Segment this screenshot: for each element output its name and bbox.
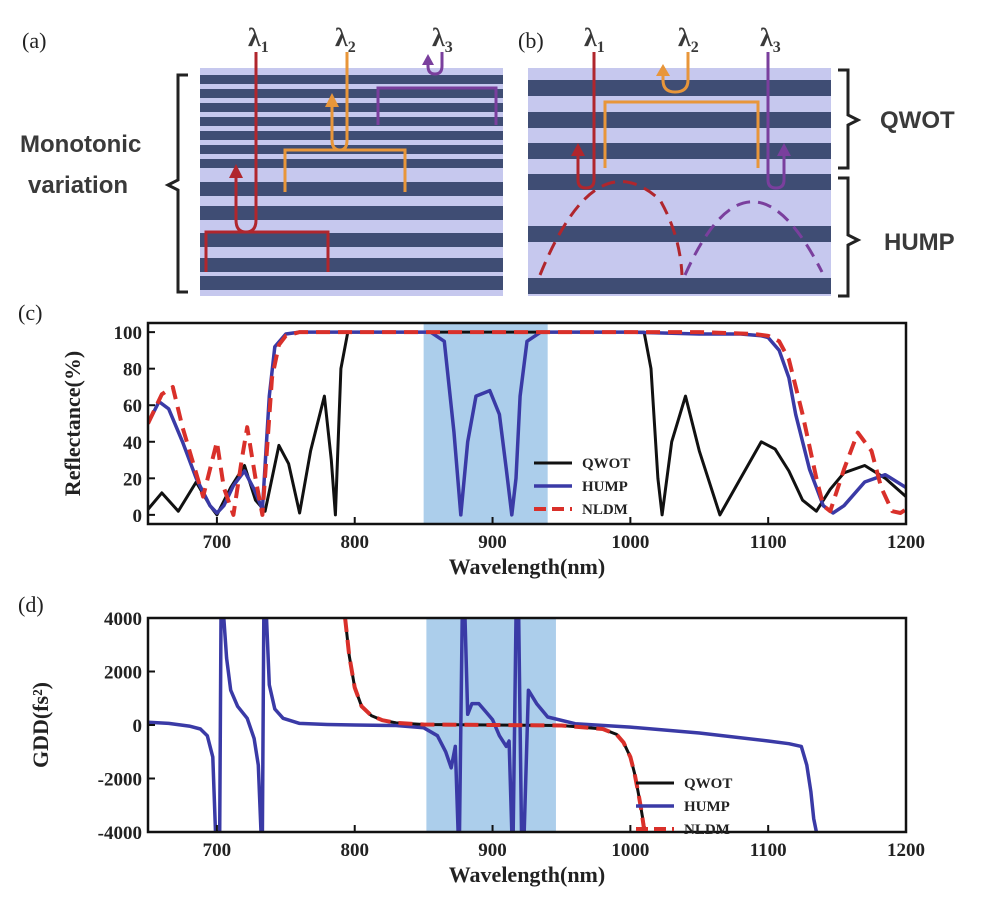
x-axis-title: Wavelength(nm) xyxy=(449,862,605,887)
lambda3-label-a: λ3 xyxy=(432,23,453,56)
x-tick-label: 1200 xyxy=(887,532,925,553)
multilayer-stack-a xyxy=(200,68,503,296)
x-tick-label: 700 xyxy=(203,532,232,553)
stack-layer xyxy=(528,112,831,128)
stack-layer xyxy=(200,258,503,272)
right-bracket-hump xyxy=(838,176,862,298)
stack-layer xyxy=(200,117,503,126)
y-tick-label: -2000 xyxy=(98,770,142,791)
stack-layer xyxy=(200,182,503,196)
y-axis-title: GDD(fs²) xyxy=(28,682,53,768)
qwot-label: QWOT xyxy=(880,107,955,134)
legend-label-nldm: NLDM xyxy=(684,822,730,838)
lambda3-path-a xyxy=(376,52,498,125)
stack-layer xyxy=(200,276,503,290)
x-tick-label: 1000 xyxy=(611,532,649,553)
monotonic-label: Monotonic xyxy=(20,131,141,158)
legend-label-qwot: QWOT xyxy=(582,456,630,472)
right-bracket-qwot xyxy=(838,68,862,170)
lambda2-label-a: λ2 xyxy=(335,23,356,56)
legend-label-nldm: NLDM xyxy=(582,502,628,518)
legend: QWOT HUMP NLDM xyxy=(534,456,630,518)
lambda3-path-b xyxy=(766,52,791,190)
x-tick-label: 1000 xyxy=(611,840,649,861)
legend-label-qwot: QWOT xyxy=(684,776,732,792)
x-axis-title: Wavelength(nm) xyxy=(449,554,605,579)
y-tick-label: 80 xyxy=(123,360,142,381)
y-tick-label: 0 xyxy=(133,506,143,527)
series-hump xyxy=(148,618,819,832)
hump-label: HUMP xyxy=(884,229,955,256)
stack-layer xyxy=(528,278,831,294)
stack-layer xyxy=(200,131,503,140)
lambda2-path-a xyxy=(283,52,407,192)
y-tick-label: 4000 xyxy=(104,609,142,630)
stack-layer xyxy=(528,226,831,242)
highlight-band xyxy=(423,323,548,524)
stack-layer xyxy=(528,80,831,96)
x-tick-label: 1100 xyxy=(750,840,787,861)
panel-b: (b) λ1 λ2 λ3 xyxy=(518,23,955,298)
stack-layer xyxy=(200,89,503,98)
plot-frame xyxy=(146,321,908,526)
x-tick-label: 1100 xyxy=(750,532,787,553)
lambda2-path-b xyxy=(603,52,760,168)
chart-reflectance: 700 800 900 1000 1100 1200 0 20 40 60 80 100 Wavelen… xyxy=(60,321,925,579)
stack-layer xyxy=(528,174,831,190)
stack-layer xyxy=(200,233,503,247)
chart-gdd: 700 800 900 1000 1100 1200 4000 2000 0 -2000 -4000… xyxy=(28,609,925,887)
stack-layer xyxy=(200,159,503,168)
stack-layer xyxy=(200,75,503,84)
lambda1-path-a xyxy=(204,52,330,272)
y-tick-label: 40 xyxy=(123,433,142,454)
lambda1-label-a: λ1 xyxy=(248,23,269,56)
lambda3-label-b: λ3 xyxy=(760,23,781,56)
legend-label-hump: HUMP xyxy=(684,799,730,815)
x-tick-label: 800 xyxy=(340,532,369,553)
left-bracket xyxy=(164,73,188,294)
series-hump xyxy=(148,330,906,517)
x-tick-label: 900 xyxy=(478,532,507,553)
panel-c-label: (c) xyxy=(18,300,42,325)
panel-a: (a) Monotonic variation λ1 λ2 λ3 xyxy=(20,23,503,296)
x-tick-label: 800 xyxy=(340,840,369,861)
legend: QWOT HUMP NLDM xyxy=(636,776,732,838)
lambda1-label-b: λ1 xyxy=(584,23,605,56)
series-nldm xyxy=(343,618,647,830)
lambda1-path-b xyxy=(571,52,596,190)
y-tick-label: 100 xyxy=(114,323,143,344)
y-tick-label: 0 xyxy=(133,716,143,737)
y-tick-label: 20 xyxy=(123,469,142,490)
panel-b-label: (b) xyxy=(518,28,544,53)
lambda2-label-b: λ2 xyxy=(678,23,699,56)
legend-label-hump: HUMP xyxy=(582,479,628,495)
x-tick-label: 1200 xyxy=(887,840,925,861)
y-axis-title: Reflectance(%) xyxy=(60,351,85,496)
variation-label: variation xyxy=(28,172,128,199)
stack-layer xyxy=(200,206,503,220)
series-nldm xyxy=(148,330,906,517)
y-tick-label: -4000 xyxy=(98,823,142,844)
y-tick-label: 2000 xyxy=(104,663,142,684)
x-tick-label: 900 xyxy=(478,840,507,861)
panel-a-label: (a) xyxy=(22,28,46,53)
panel-d-label: (d) xyxy=(18,592,44,617)
x-tick-label: 700 xyxy=(203,840,232,861)
y-tick-label: 60 xyxy=(123,396,142,417)
hump-profile xyxy=(538,180,684,276)
stack-layer xyxy=(200,103,503,112)
